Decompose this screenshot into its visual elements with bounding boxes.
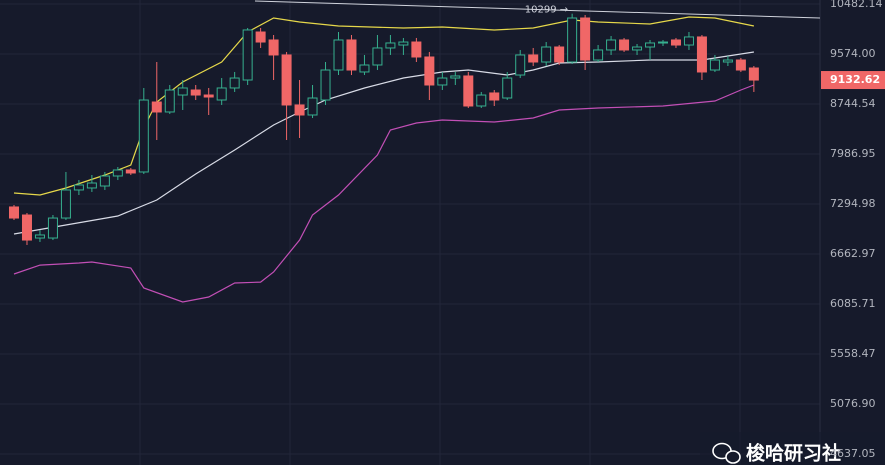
candle-body bbox=[515, 54, 526, 76]
y-tick-label: 7294.98 bbox=[830, 197, 876, 210]
trend-line bbox=[254, 0, 821, 19]
candle-body bbox=[619, 39, 630, 51]
candle-body bbox=[73, 184, 84, 191]
candle-body bbox=[593, 49, 604, 61]
y-tick-label: 4637.05 bbox=[830, 447, 876, 460]
candle-body bbox=[476, 94, 487, 107]
candle-body bbox=[86, 182, 97, 189]
candle-body bbox=[177, 87, 188, 96]
candle-body bbox=[164, 89, 175, 113]
candle-body bbox=[112, 169, 123, 177]
candle-body bbox=[47, 217, 58, 239]
band-line bbox=[13, 84, 755, 303]
candle-body bbox=[709, 59, 720, 71]
candle-body bbox=[203, 94, 214, 98]
candle-body bbox=[21, 214, 32, 241]
candle-body bbox=[411, 41, 422, 58]
candle-body bbox=[567, 17, 578, 63]
candle-body bbox=[268, 39, 279, 56]
candle-body bbox=[99, 175, 110, 187]
candle-body bbox=[632, 46, 643, 51]
band-line bbox=[13, 16, 755, 196]
candle-body bbox=[554, 46, 565, 63]
y-tick-label: 7986.95 bbox=[830, 147, 876, 160]
candle-body bbox=[320, 69, 331, 101]
candle-body bbox=[9, 206, 19, 219]
candle-body bbox=[372, 47, 383, 66]
candle-body bbox=[670, 39, 681, 46]
annotation: 10299 → bbox=[525, 5, 568, 16]
y-tick-label: 6085.71 bbox=[830, 297, 876, 310]
candle-body bbox=[333, 39, 344, 71]
candle-body bbox=[242, 29, 253, 81]
y-tick-label: 10482.14 bbox=[830, 0, 883, 10]
candle-body bbox=[424, 56, 435, 86]
candle-body bbox=[125, 169, 136, 174]
y-tick-label: 6662.97 bbox=[830, 247, 876, 260]
y-tick-label: 5558.47 bbox=[830, 347, 876, 360]
candle-body bbox=[580, 17, 591, 61]
candle-body bbox=[281, 54, 292, 106]
watermark-text: 梭哈研习社 bbox=[746, 442, 841, 465]
price-tag bbox=[821, 71, 885, 90]
plot-area bbox=[9, 13, 759, 303]
grid bbox=[0, 0, 820, 465]
candle-body bbox=[346, 39, 357, 71]
candle-body bbox=[658, 41, 668, 44]
candle-body bbox=[463, 75, 474, 107]
candle-body bbox=[528, 54, 539, 63]
wechat-icon bbox=[725, 450, 741, 464]
candle-body bbox=[502, 77, 513, 99]
y-tick-label: 8744.54 bbox=[830, 97, 876, 110]
watermark: 梭哈研习社 bbox=[700, 432, 885, 465]
candle-body bbox=[138, 99, 149, 173]
candle-body bbox=[398, 41, 409, 46]
candle-body bbox=[359, 64, 370, 73]
candle-body bbox=[294, 104, 305, 116]
candle-body bbox=[385, 42, 396, 49]
candle-body bbox=[190, 89, 201, 96]
candle-body bbox=[541, 46, 552, 63]
candle-body bbox=[645, 42, 656, 48]
candle-body bbox=[735, 59, 746, 71]
candle-body bbox=[683, 36, 694, 46]
candle-body bbox=[255, 31, 266, 43]
candle-body bbox=[606, 39, 617, 51]
candle-body bbox=[216, 87, 227, 101]
y-tick-label: 5076.90 bbox=[830, 397, 876, 410]
candle-body bbox=[722, 59, 733, 63]
candle-body bbox=[151, 101, 162, 113]
candle-body bbox=[748, 67, 759, 81]
candle-body bbox=[60, 189, 71, 219]
candle-body bbox=[696, 36, 707, 73]
candle-body bbox=[489, 92, 500, 101]
band-line bbox=[13, 51, 754, 235]
candle-body bbox=[450, 75, 461, 79]
price-tag-label: 9132.62 bbox=[830, 73, 880, 86]
y-tick-label: 9574.00 bbox=[830, 47, 876, 60]
candle-body bbox=[437, 77, 448, 86]
candle-body bbox=[229, 77, 240, 89]
candle-body bbox=[307, 97, 318, 116]
candle-body bbox=[34, 234, 45, 239]
